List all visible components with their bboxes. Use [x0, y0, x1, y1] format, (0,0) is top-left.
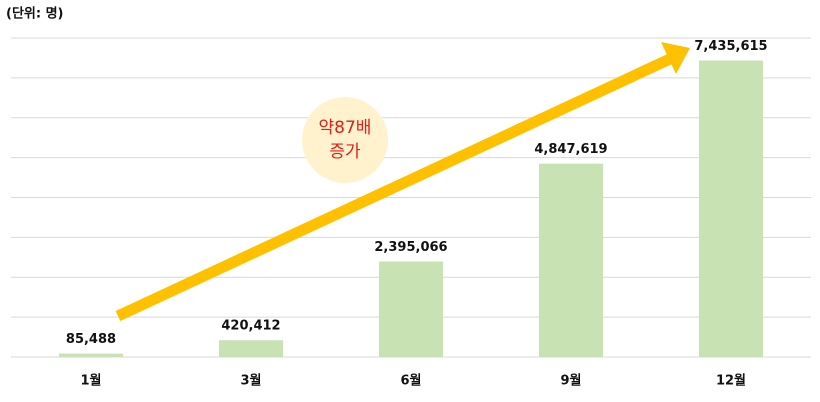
- value-label: 4,847,619: [534, 142, 607, 157]
- x-tick-label: 9월: [560, 373, 581, 389]
- bar: [219, 340, 283, 357]
- x-tick-label: 12월: [716, 373, 746, 389]
- annotation-bubble: [302, 97, 388, 183]
- bar: [59, 353, 123, 357]
- bar: [379, 261, 443, 357]
- unit-label: (단위: 명): [6, 6, 64, 22]
- value-label: 85,488: [66, 332, 116, 347]
- annotation-text: 약87배: [319, 118, 372, 138]
- x-tick-label: 6월: [400, 373, 421, 389]
- trend-arrow: [115, 53, 675, 321]
- arrow-head: [661, 42, 690, 74]
- value-label: 2,395,066: [374, 240, 447, 255]
- value-label: 7,435,615: [694, 39, 767, 54]
- bar: [699, 60, 763, 357]
- annotation-text: 증가: [329, 142, 361, 162]
- x-tick-label: 3월: [240, 373, 261, 389]
- bar: [539, 163, 603, 357]
- x-tick-label: 1월: [80, 373, 101, 389]
- value-label: 420,412: [221, 319, 280, 334]
